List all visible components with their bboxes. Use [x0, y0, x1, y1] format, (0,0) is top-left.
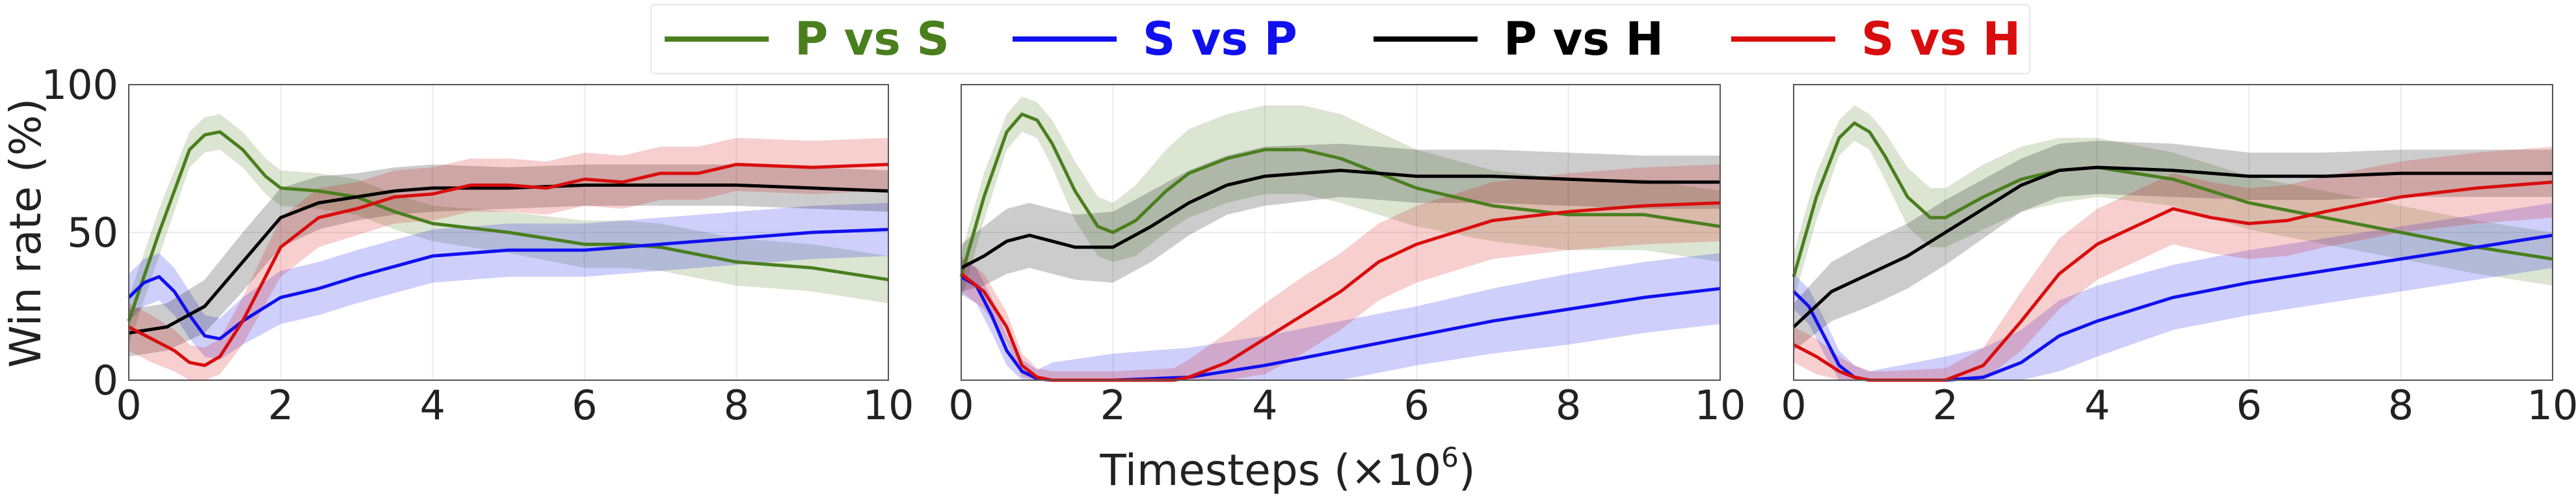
series-line-p-vs-h [960, 169, 1720, 270]
x-tick-label: 8 [1556, 381, 1581, 429]
legend-swatch-s-vs-p [1013, 36, 1117, 42]
x-tick-label: 4 [1252, 381, 1277, 429]
band-p-vs-s [1794, 105, 2553, 301]
legend-label-p-vs-h: P vs H [1504, 12, 1664, 66]
band-p-vs-h [129, 164, 888, 357]
band-s-vs-p [961, 253, 1720, 380]
band-s-vs-p [1794, 202, 2553, 380]
plot-frame [961, 84, 1721, 381]
band-s-vs-h [961, 164, 1720, 380]
legend-item-s-vs-p: S vs P [1013, 5, 1297, 73]
series-line-s-vs-h [127, 163, 889, 367]
chart-panel-2: 0 2 4 6 8 10 [948, 84, 1746, 429]
series-line-p-vs-s [959, 112, 1721, 277]
y-tick-label: 0 [93, 357, 118, 404]
legend-swatch-s-vs-h [1731, 36, 1835, 42]
legend-swatch-p-vs-h [1374, 36, 1478, 42]
legend-item-p-vs-s: P vs S [665, 5, 949, 73]
legend-item-s-vs-h: S vs H [1731, 5, 2021, 73]
x-tick-label: 10 [2527, 381, 2576, 429]
x-tick-label: 0 [1781, 381, 1806, 429]
band-p-vs-h [961, 143, 1720, 292]
series-line-s-vs-h [1792, 180, 2553, 382]
legend-label-s-vs-p: S vs P [1143, 12, 1297, 66]
legend-item-p-vs-h: P vs H [1374, 5, 1664, 73]
legend-swatch-p-vs-s [665, 36, 769, 42]
legend-label-s-vs-h: S vs H [1861, 12, 2021, 66]
y-axis-title: Win rate (%) [1, 98, 51, 368]
band-p-vs-s [961, 96, 1720, 301]
x-tick-label: 8 [2388, 381, 2413, 429]
series-line-s-vs-h [960, 201, 1721, 382]
x-tick-label: 4 [419, 381, 445, 429]
y-tick-label: 50 [67, 209, 118, 256]
band-p-vs-s [129, 114, 888, 345]
series-line-s-vs-p [1792, 234, 2553, 382]
x-tick-label: 2 [1100, 381, 1126, 429]
x-tick-label: 6 [572, 381, 597, 429]
plot-frame [1793, 84, 2553, 381]
x-tick-label: 10 [863, 381, 914, 429]
series-line-s-vs-p [127, 228, 889, 340]
series-line-p-vs-h [128, 183, 889, 335]
chart-panel-3: 0 2 4 6 8 10 [1781, 84, 2576, 429]
x-tick-label: 2 [1933, 381, 1958, 429]
x-tick-label: 2 [268, 381, 293, 429]
x-tick-label: 6 [1403, 381, 1429, 429]
band-s-vs-h [129, 137, 888, 380]
series-line-p-vs-h [1792, 165, 2553, 329]
y-tick-label: 100 [42, 61, 118, 109]
x-tick-label: 0 [116, 381, 141, 429]
plot-frame [128, 84, 889, 381]
x-axis-title-main: Timesteps (×10 [1099, 445, 1441, 495]
x-axis-title-exponent: 6 [1441, 441, 1459, 473]
legend-label-p-vs-s: P vs S [795, 12, 949, 66]
x-tick-label: 0 [948, 381, 974, 429]
x-axis-title-close: ) [1459, 445, 1476, 495]
legend: P vs S S vs P P vs H S vs H [650, 4, 2030, 74]
series-line-p-vs-s [1792, 121, 2553, 277]
band-p-vs-h [1794, 141, 2553, 351]
x-tick-label: 8 [724, 381, 749, 429]
x-tick-label: 10 [1695, 381, 1746, 429]
x-tick-label: 6 [2236, 381, 2261, 429]
x-axis-title: Timesteps (×106) [1099, 441, 1475, 495]
x-tick-label: 4 [2084, 381, 2110, 429]
